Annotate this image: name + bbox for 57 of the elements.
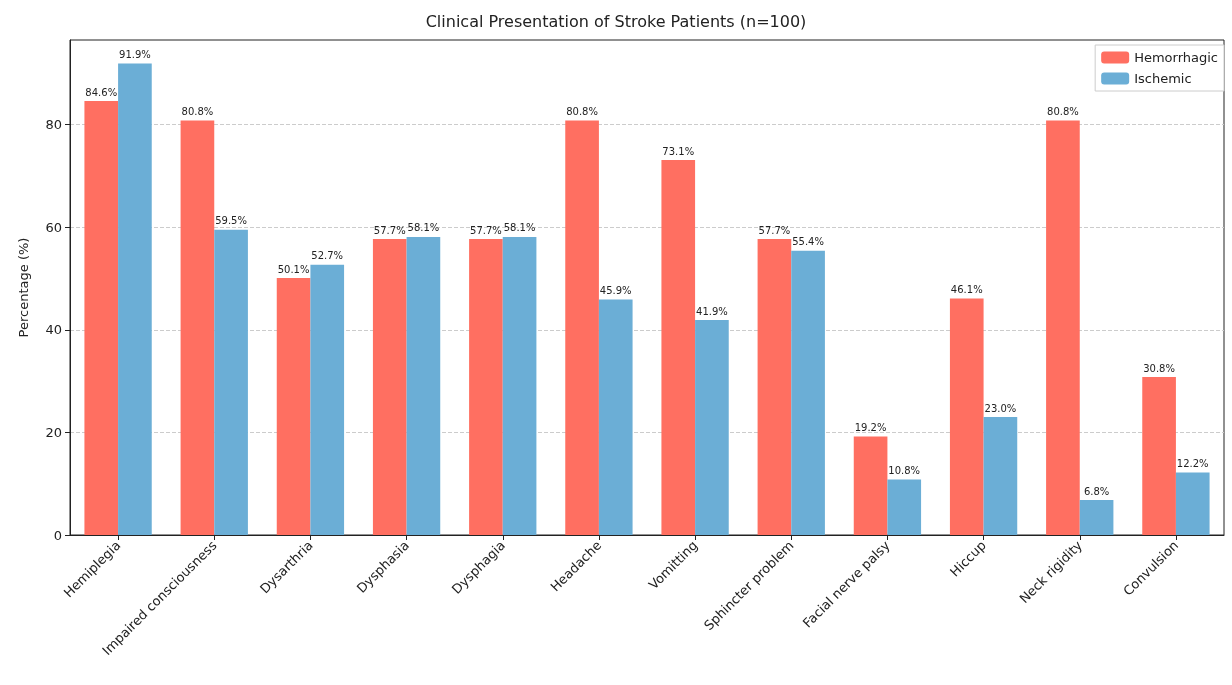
bar: [1079, 500, 1114, 535]
bar: [695, 320, 729, 535]
y-axis-title: Percentage (%): [16, 237, 31, 338]
data-label: 80.8%: [181, 106, 214, 118]
bar: [983, 417, 1018, 535]
data-label: 84.6%: [85, 86, 118, 98]
data-label: 59.5%: [215, 215, 247, 227]
data-label: 57.7%: [373, 224, 406, 236]
data-label: 23.0%: [984, 402, 1017, 414]
bar: [310, 264, 345, 535]
data-label: 73.1%: [662, 145, 695, 157]
data-label: 6.8%: [1083, 485, 1110, 497]
bar: [372, 239, 407, 535]
bar: [1142, 377, 1176, 535]
data-label: 80.8%: [566, 106, 598, 118]
data-label: 57.7%: [470, 224, 502, 236]
data-label: 10.8%: [888, 465, 921, 477]
y-tick-label: 20: [45, 424, 62, 440]
bar: [1046, 120, 1080, 535]
bar: [598, 299, 633, 535]
bar: [214, 229, 248, 535]
bar: [1175, 472, 1210, 535]
data-label: 45.9%: [599, 285, 632, 297]
bar: [276, 278, 311, 535]
data-label: 57.7%: [758, 224, 791, 236]
y-tick-label: 60: [45, 219, 62, 235]
data-label: 50.1%: [277, 263, 310, 275]
y-tick-label: 80: [45, 117, 62, 133]
y-tick-label: 0: [53, 527, 62, 543]
data-label: 52.7%: [311, 250, 344, 262]
bar: [949, 298, 984, 535]
bar: [502, 236, 537, 535]
data-label: 41.9%: [696, 305, 728, 317]
data-label: 30.8%: [1143, 362, 1175, 374]
bar: [757, 239, 792, 535]
bar: [661, 160, 696, 535]
bar: [406, 236, 441, 535]
data-label: 19.2%: [854, 422, 887, 434]
bar: [180, 120, 215, 535]
y-tick-label: 40: [45, 322, 62, 338]
data-label: 58.1%: [503, 222, 536, 234]
data-label: 12.2%: [1176, 457, 1209, 469]
bar: [791, 250, 825, 535]
bar: [469, 239, 503, 535]
legend-label: Hemorrhagic: [1134, 50, 1218, 65]
bar: [118, 63, 152, 535]
data-label: 46.1%: [950, 284, 983, 296]
bar: [84, 101, 119, 535]
bar: [853, 436, 888, 535]
data-label: 91.9%: [119, 49, 151, 61]
legend-label: Ischemic: [1134, 71, 1192, 86]
data-label: 55.4%: [792, 236, 824, 248]
data-label: 58.1%: [407, 222, 440, 234]
data-label: 80.8%: [1047, 106, 1079, 118]
bar: [565, 120, 599, 535]
bar: [887, 479, 922, 535]
chart-title: Clinical Presentation of Stroke Patients (n=100): [425, 11, 807, 31]
